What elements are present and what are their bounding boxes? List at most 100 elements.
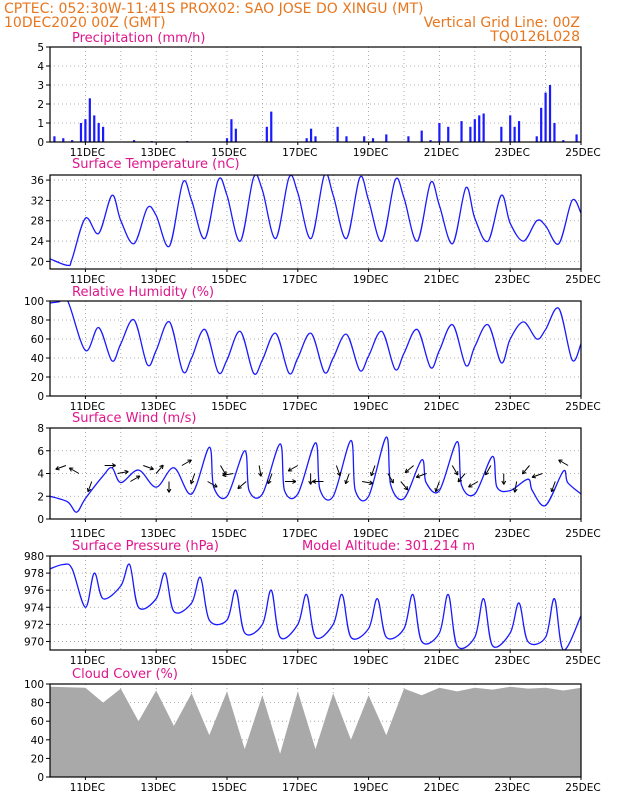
wind-arrow [258,465,262,477]
wind-arrow-head [454,470,459,476]
x-tick-label: 15DEC [211,401,246,413]
wind-arrow-head [86,487,92,493]
header-date: 10DEC2020 00Z (GMT) [4,15,166,31]
wind-arrow [287,465,299,472]
wind-arrow-head [149,465,154,471]
wind-arrow-head [159,464,164,470]
wind-arrow [551,481,556,493]
temperature-line [50,175,581,267]
x-tick-label: 17DEC [282,528,317,540]
precipitation-bar [385,134,388,142]
y-tick-label: 972 [24,619,44,631]
y-tick-label: 40 [31,735,44,747]
wind-arrow-head [308,480,313,485]
wind-arrow-head [187,459,192,464]
y-tick-label: 3 [37,80,44,92]
wind-arrow-head [369,480,374,486]
wind-arrow-head [550,487,555,493]
x-tick-label: 15DEC [211,274,246,286]
y-tick-label: 100 [24,296,44,308]
x-tick-label: 17DEC [282,655,317,667]
cloud-cover-title: Cloud Cover (%) [72,667,178,682]
precipitation-bar [438,123,441,142]
x-tick-label: 13DEC [140,528,175,540]
wind-arrow-head [484,470,490,476]
x-tick-label: 23DEC [494,782,529,794]
x-tick-label: 15DEC [211,782,246,794]
header-model-id: TQ0126L028 [489,29,580,45]
y-tick-label: 2 [37,99,44,111]
pressure-title: Surface Pressure (hPa) [72,539,219,554]
x-tick-label: 25DEC [565,528,600,540]
wind-arrow-head [55,465,60,471]
x-tick-label: 19DEC [353,147,388,159]
humidity-panel: 0 20 40 60 80 100 11DEC 13DEC 15DEC 17DEC 19DEC 21D… [24,285,601,413]
wind-arrow [345,473,350,485]
x-tick-label: 13DEC [140,401,175,413]
temperature-panel: 20 24 28 32 36 11DEC 13DEC 15DEC 17DEC 19DEC 21DEC… [31,157,601,286]
x-tick-label: 17DEC [282,147,317,159]
wind-arrow-head [370,471,375,477]
precipitation-bar [88,98,91,142]
header-line1: CPTEC: 052:30W-11:41S PROX02: SAO JOSE D… [4,1,424,17]
wind-arrow [55,465,67,470]
y-tick-label: 28 [31,216,44,228]
precipitation-bar [575,134,578,142]
x-tick-label: 15DEC [211,147,246,159]
precipitation-bar [265,126,268,142]
wind-arrow [435,481,440,493]
precipitation-bar [447,126,450,142]
y-tick-label: 36 [31,175,45,187]
precipitation-bar [513,126,516,142]
y-tick-label: 20 [31,256,44,268]
y-tick-label: 80 [31,698,44,710]
cloud-cover-frame [49,683,582,778]
precipitation-bar [429,140,432,142]
precipitation-bar [407,136,410,142]
precipitation-bar [71,140,74,142]
wind-arrow [190,473,196,485]
header: CPTEC: 052:30W-11:41S PROX02: SAO JOSE D… [4,1,580,45]
humidity-line [50,301,581,375]
precipitation-bar [562,140,565,142]
precipitation-title: Precipitation (mm/h) [72,31,205,46]
precipitation-bar [309,128,313,142]
precipitation-bar [234,128,237,142]
precipitation-panel: 0 1 2 3 4 5 11DEC 13DEC 15DEC 17DEC 19DEC 21DEC 23DE… [37,31,600,159]
y-tick-label: 24 [31,236,45,248]
wind-arrow-head [558,459,563,464]
wind-arrow-head [292,479,297,484]
precipitation-bar [500,126,503,142]
wind-arrow [531,473,543,478]
y-tick-label: 0 [37,137,44,149]
wind-arrow-head [111,463,116,468]
pressure-frame [49,555,582,651]
humidity-title: Relative Humidity (%) [72,285,214,300]
wind-arrow-head [501,480,507,485]
x-tick-label: 23DEC [494,147,529,159]
precipitation-bar [363,136,366,142]
precipitation-bar [420,130,423,142]
wind-arrow-head [237,484,242,490]
wind-arrow-head [531,473,537,479]
wind-arrow-head [287,467,293,472]
wind-arrow-head [189,479,195,485]
wind-arrow [415,473,427,478]
x-tick-label: 25DEC [565,782,600,794]
wind-arrow-head [344,479,349,485]
wind-arrow-head [415,473,421,479]
y-tick-label: 4 [37,61,44,73]
x-tick-label: 13DEC [140,655,175,667]
wind-arrow-head [468,483,473,488]
wind-arrow [457,473,466,483]
wind-arrow [514,481,518,493]
precipitation-bar [478,115,481,142]
wind-arrow [335,465,341,477]
precipitation-bar [84,119,87,142]
x-tick-label: 11DEC [70,528,105,540]
precipitation-bar [97,123,100,142]
wind-arrow-head [135,475,141,480]
model-altitude-label: Model Altitude: 301.214 m [302,539,475,554]
wind-arrow [387,473,394,484]
y-tick-label: 0 [37,514,44,526]
